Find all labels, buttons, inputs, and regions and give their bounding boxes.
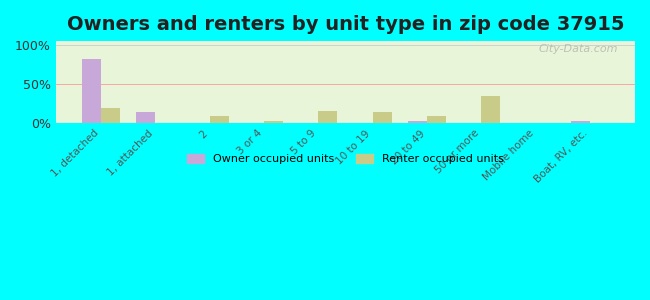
Bar	[210, 116, 229, 123]
Bar	[571, 121, 590, 123]
Bar	[372, 112, 391, 123]
Bar	[101, 109, 120, 123]
Bar	[264, 121, 283, 123]
Text: City-Data.com: City-Data.com	[538, 44, 617, 54]
Title: Owners and renters by unit type in zip code 37915: Owners and renters by unit type in zip c…	[66, 15, 624, 34]
Bar	[318, 111, 337, 123]
Bar	[427, 116, 446, 123]
Bar	[408, 121, 427, 123]
Bar	[136, 112, 155, 123]
Legend: Owner occupied units, Renter occupied units: Owner occupied units, Renter occupied un…	[183, 149, 508, 169]
Bar	[82, 59, 101, 123]
Bar	[481, 96, 500, 123]
